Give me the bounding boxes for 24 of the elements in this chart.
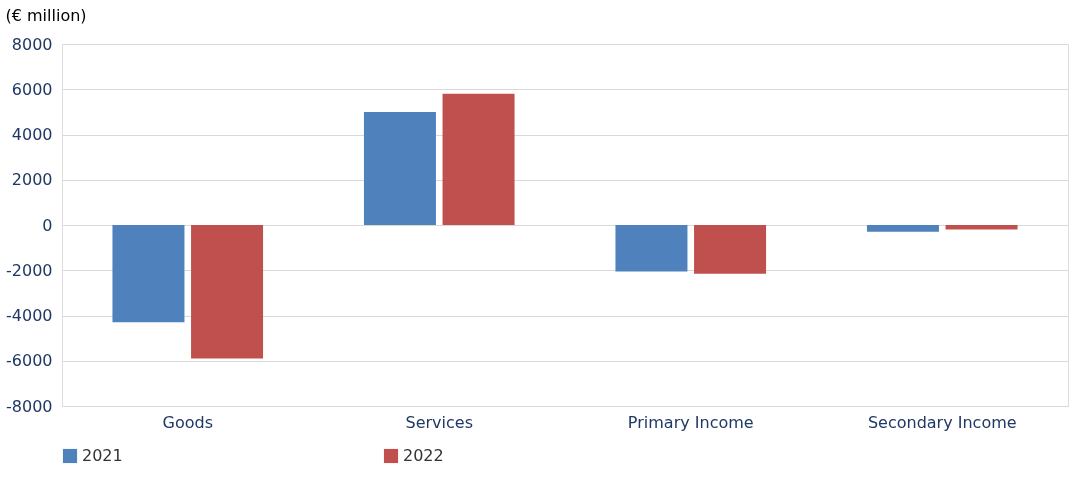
y-tick-label: -8000 <box>6 396 53 416</box>
x-tick-label: Primary Income <box>627 412 754 432</box>
bar <box>694 225 767 274</box>
bar <box>363 111 436 225</box>
bar <box>866 225 939 232</box>
bar <box>945 225 1018 230</box>
y-tick-label: 6000 <box>11 79 53 99</box>
x-tick-label: Services <box>405 412 473 432</box>
y-tick-label: -2000 <box>6 260 53 280</box>
y-tick-label: 4000 <box>11 125 53 144</box>
y-tick-label: -4000 <box>6 306 53 325</box>
x-tick-label: Goods <box>162 412 213 432</box>
x-tick-label: Secondary Income <box>867 412 1017 432</box>
y-axis-title: (€ million) <box>5 6 87 25</box>
legend-label: 2021 <box>82 446 123 465</box>
bar <box>191 225 264 359</box>
y-tick-label: 8000 <box>11 34 53 54</box>
y-tick-label: 2000 <box>11 170 53 190</box>
y-tick-label: 0 <box>42 215 53 235</box>
bar <box>615 225 688 272</box>
legend-label: 2022 <box>403 446 444 465</box>
bar <box>442 93 515 225</box>
y-tick-label: -6000 <box>6 351 53 371</box>
bar <box>112 225 185 323</box>
